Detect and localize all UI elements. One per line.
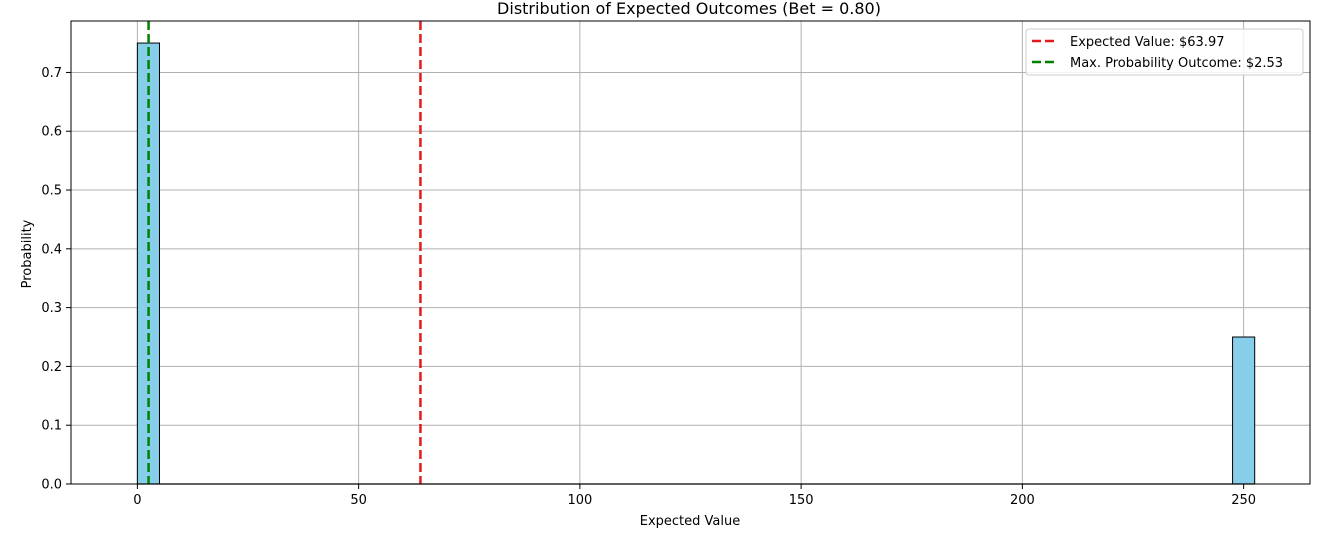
x-tick-label: 100 bbox=[567, 493, 592, 508]
plot-frame bbox=[70, 20, 1311, 485]
x-axis-ticks: 0 50 100 150 200 250 bbox=[133, 484, 1256, 508]
y-tick-label: 0.1 bbox=[41, 419, 62, 434]
legend-box bbox=[1025, 28, 1304, 76]
y-tick-label: 0.3 bbox=[41, 301, 62, 316]
histogram-bar bbox=[1232, 336, 1256, 485]
x-tick-label: 50 bbox=[350, 493, 367, 508]
histogram-bars bbox=[136, 42, 1256, 485]
legend-entry: Expected Value: $63.97 bbox=[1070, 35, 1224, 50]
y-tick-label: 0.0 bbox=[41, 478, 62, 493]
legend-entry: Max. Probability Outcome: $2.53 bbox=[1070, 56, 1283, 71]
legend: Expected Value: $63.97 Max. Probability O… bbox=[1025, 28, 1304, 76]
x-tick-label: 200 bbox=[1010, 493, 1035, 508]
x-axis-label: Expected Value bbox=[640, 514, 740, 529]
x-tick-label: 0 bbox=[133, 493, 141, 508]
y-axis-ticks: 0.0 0.1 0.2 0.3 0.4 0.5 0.6 0.7 bbox=[41, 66, 71, 493]
y-tick-label: 0.5 bbox=[41, 184, 62, 199]
chart-title: Distribution of Expected Outcomes (Bet =… bbox=[497, 0, 881, 18]
y-tick-label: 0.4 bbox=[41, 242, 62, 257]
x-tick-label: 150 bbox=[789, 493, 814, 508]
y-tick-label: 0.6 bbox=[41, 125, 62, 140]
grid-lines bbox=[71, 21, 1310, 485]
reference-lines bbox=[147, 21, 422, 484]
y-tick-label: 0.2 bbox=[41, 360, 62, 375]
x-tick-label: 250 bbox=[1231, 493, 1256, 508]
y-tick-label: 0.7 bbox=[41, 66, 62, 81]
y-axis-label: Probability bbox=[20, 219, 35, 288]
